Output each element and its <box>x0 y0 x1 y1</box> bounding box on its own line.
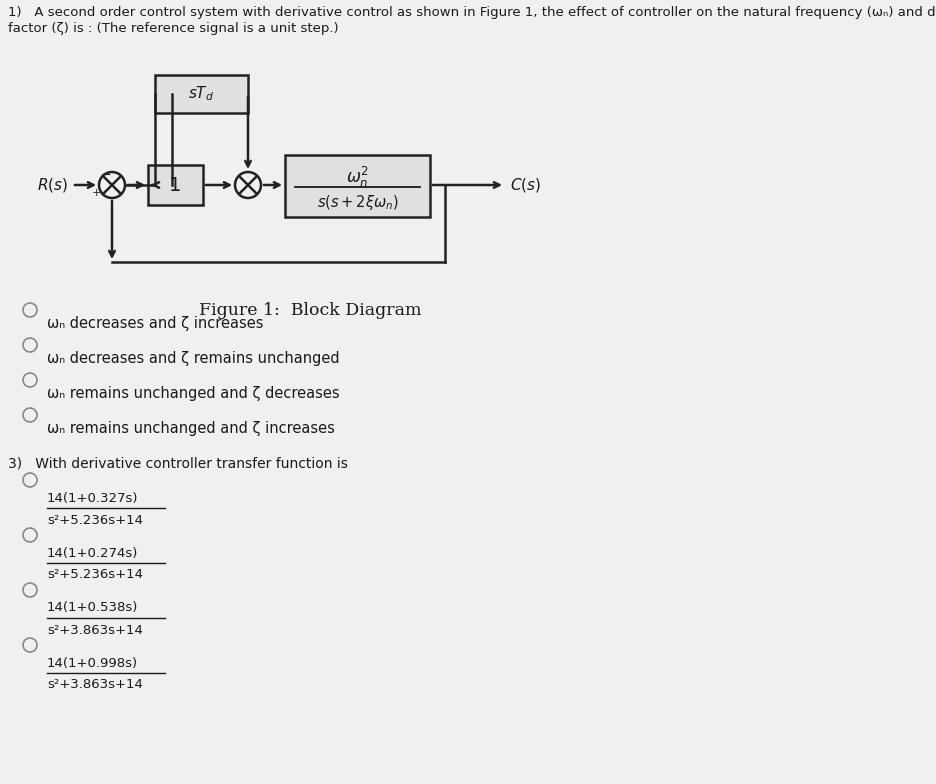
Text: 1)   A second order control system with derivative control as shown in Figure 1,: 1) A second order control system with de… <box>8 6 936 19</box>
Text: −: − <box>101 169 111 182</box>
Text: 14(1+0.998s): 14(1+0.998s) <box>47 656 139 670</box>
Text: ωₙ remains unchanged and ζ increases: ωₙ remains unchanged and ζ increases <box>47 420 335 435</box>
Text: +: + <box>92 188 101 198</box>
Text: $\omega_n^2$: $\omega_n^2$ <box>346 165 369 190</box>
Bar <box>285 155 430 217</box>
Text: s²+5.236s+14: s²+5.236s+14 <box>47 568 143 582</box>
Text: factor (ζ) is : (The reference signal is a unit step.): factor (ζ) is : (The reference signal is… <box>8 22 339 35</box>
Text: 3)   With derivative controller transfer function is: 3) With derivative controller transfer f… <box>8 456 348 470</box>
Bar <box>148 165 203 205</box>
Text: Figure 1:  Block Diagram: Figure 1: Block Diagram <box>198 302 421 319</box>
Text: s²+3.863s+14: s²+3.863s+14 <box>47 623 143 637</box>
Text: 14(1+0.327s): 14(1+0.327s) <box>47 492 139 504</box>
Text: ωₙ remains unchanged and ζ decreases: ωₙ remains unchanged and ζ decreases <box>47 386 340 401</box>
Text: $sT_d$: $sT_d$ <box>188 85 214 103</box>
Text: $R(s)$: $R(s)$ <box>37 176 68 194</box>
Text: 14(1+0.274s): 14(1+0.274s) <box>47 546 139 560</box>
Text: $s(s+2\xi\omega_n)$: $s(s+2\xi\omega_n)$ <box>316 193 399 212</box>
Text: 14(1+0.538s): 14(1+0.538s) <box>47 601 139 615</box>
Text: s²+3.863s+14: s²+3.863s+14 <box>47 678 143 691</box>
Text: 1: 1 <box>169 176 182 194</box>
Text: ωₙ decreases and ζ remains unchanged: ωₙ decreases and ζ remains unchanged <box>47 350 340 365</box>
Text: $C(s)$: $C(s)$ <box>510 176 541 194</box>
Text: s²+5.236s+14: s²+5.236s+14 <box>47 514 143 527</box>
Bar <box>155 75 248 113</box>
Text: ωₙ decreases and ζ increases: ωₙ decreases and ζ increases <box>47 315 264 331</box>
